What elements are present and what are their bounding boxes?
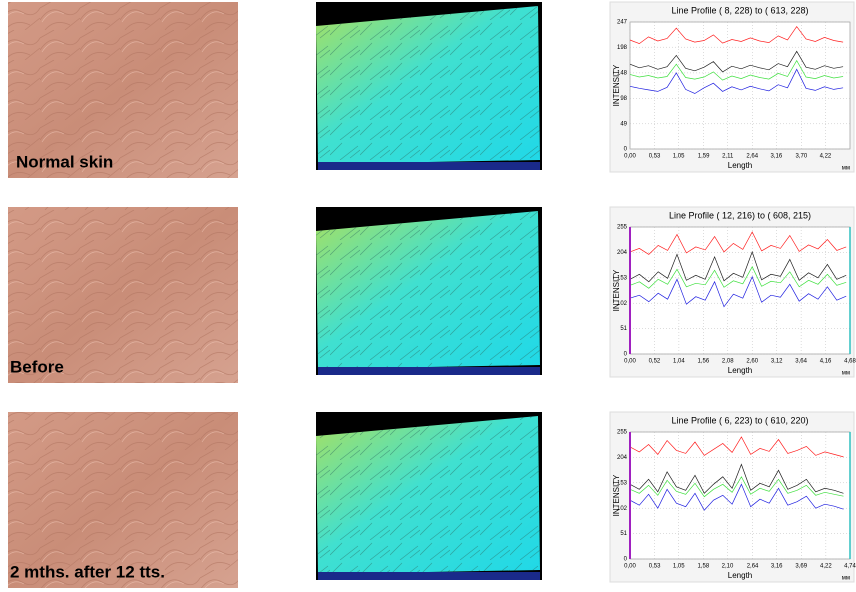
profile-line bbox=[629, 250, 847, 283]
profile-line bbox=[629, 476, 844, 498]
x-tick-label: 2,64 bbox=[747, 564, 759, 570]
chart-title: Line Profile ( 8, 228) to ( 613, 228) bbox=[671, 5, 808, 15]
x-tick-label: 1,05 bbox=[673, 154, 685, 160]
surface-texture bbox=[316, 211, 540, 369]
y-tick-label: 204 bbox=[617, 250, 628, 256]
profile-line bbox=[629, 275, 847, 308]
chart-title: Line Profile ( 12, 216) to ( 608, 215) bbox=[669, 210, 811, 220]
surface-base bbox=[318, 162, 540, 170]
profile-line bbox=[629, 483, 844, 511]
profile-line bbox=[629, 59, 844, 81]
surface-base bbox=[318, 572, 540, 580]
x-axis-label: Length bbox=[728, 571, 752, 580]
x-tick-label: 3,12 bbox=[771, 359, 783, 365]
x-tick-label: 3,16 bbox=[771, 564, 783, 570]
x-tick-label: 4,22 bbox=[820, 154, 832, 160]
y-tick-label: 198 bbox=[617, 45, 628, 51]
x-tick-label: 0,53 bbox=[649, 564, 661, 570]
x-tick-label: 2,10 bbox=[722, 564, 734, 570]
unit-label: мм bbox=[842, 576, 850, 582]
y-tick-label: 153 bbox=[617, 275, 628, 281]
panel-label: Normal skin bbox=[16, 152, 113, 171]
y-tick-label: 98 bbox=[620, 96, 627, 102]
profile-line bbox=[629, 231, 847, 255]
plot-area bbox=[629, 21, 851, 150]
x-tick-label: 0,00 bbox=[624, 154, 636, 160]
x-tick-label: 2,60 bbox=[746, 359, 758, 365]
x-tick-label: 3,70 bbox=[796, 154, 808, 160]
x-tick-label: 4,16 bbox=[820, 359, 832, 365]
skin-texture bbox=[8, 207, 238, 383]
skin-texture bbox=[8, 412, 238, 588]
unit-label: мм bbox=[842, 166, 850, 172]
x-tick-label: 1,59 bbox=[698, 154, 710, 160]
x-tick-label: 1,05 bbox=[673, 564, 685, 570]
y-axis-label: INTENSITY bbox=[612, 474, 621, 516]
panel-label: 2 mths. after 12 tts. bbox=[10, 562, 165, 581]
y-tick-label: 0 bbox=[624, 352, 628, 358]
x-tick-label: 0,53 bbox=[649, 154, 661, 160]
x-axis-label: Length bbox=[728, 161, 752, 170]
x-tick-label: 1,58 bbox=[697, 564, 709, 570]
y-tick-label: 0 bbox=[624, 147, 628, 153]
x-tick-label: 0,52 bbox=[649, 359, 661, 365]
y-tick-label: 51 bbox=[620, 531, 627, 537]
profile-line bbox=[629, 50, 844, 73]
profile-line bbox=[629, 266, 847, 289]
y-axis-label: INTENSITY bbox=[612, 64, 621, 106]
panel-label: Before bbox=[10, 357, 64, 376]
y-tick-label: 102 bbox=[617, 301, 628, 307]
profile-line bbox=[629, 25, 844, 44]
x-tick-label: 0,00 bbox=[624, 564, 636, 570]
y-tick-label: 247 bbox=[617, 20, 628, 26]
profile-line bbox=[629, 436, 844, 458]
x-tick-label: 1,04 bbox=[673, 359, 685, 365]
x-tick-label: 3,16 bbox=[771, 154, 783, 160]
y-tick-label: 255 bbox=[617, 430, 628, 436]
chart-title: Line Profile ( 6, 223) to ( 610, 220) bbox=[671, 415, 808, 425]
y-axis-label: INTENSITY bbox=[612, 269, 621, 311]
y-tick-label: 255 bbox=[617, 225, 628, 231]
x-tick-label: 2,08 bbox=[722, 359, 734, 365]
y-tick-label: 204 bbox=[617, 455, 628, 461]
surface-texture bbox=[316, 416, 540, 574]
y-tick-label: 51 bbox=[620, 326, 627, 332]
x-axis-label: Length bbox=[728, 366, 752, 375]
x-tick-label: 0,00 bbox=[624, 359, 636, 365]
x-tick-label: 2,64 bbox=[746, 154, 758, 160]
profile-line bbox=[629, 463, 844, 494]
plot-area bbox=[629, 431, 851, 560]
x-tick-label: 3,69 bbox=[795, 564, 807, 570]
x-tick-label: 3,64 bbox=[795, 359, 807, 365]
surface-base bbox=[318, 367, 540, 375]
x-tick-label: 2,11 bbox=[722, 154, 734, 160]
profile-line bbox=[629, 68, 844, 94]
skin-texture bbox=[8, 2, 238, 178]
y-tick-label: 102 bbox=[617, 506, 628, 512]
x-tick-label: 1,56 bbox=[697, 359, 709, 365]
y-tick-label: 49 bbox=[620, 121, 627, 127]
surface-texture bbox=[316, 6, 540, 164]
x-tick-label: 4,74 bbox=[844, 564, 856, 570]
y-tick-label: 0 bbox=[624, 557, 628, 563]
unit-label: мм bbox=[842, 371, 850, 377]
x-tick-label: 4,68 bbox=[844, 359, 856, 365]
plot-area bbox=[629, 226, 851, 355]
y-tick-label: 153 bbox=[617, 480, 628, 486]
y-tick-label: 148 bbox=[617, 70, 628, 76]
x-tick-label: 4,22 bbox=[820, 564, 832, 570]
